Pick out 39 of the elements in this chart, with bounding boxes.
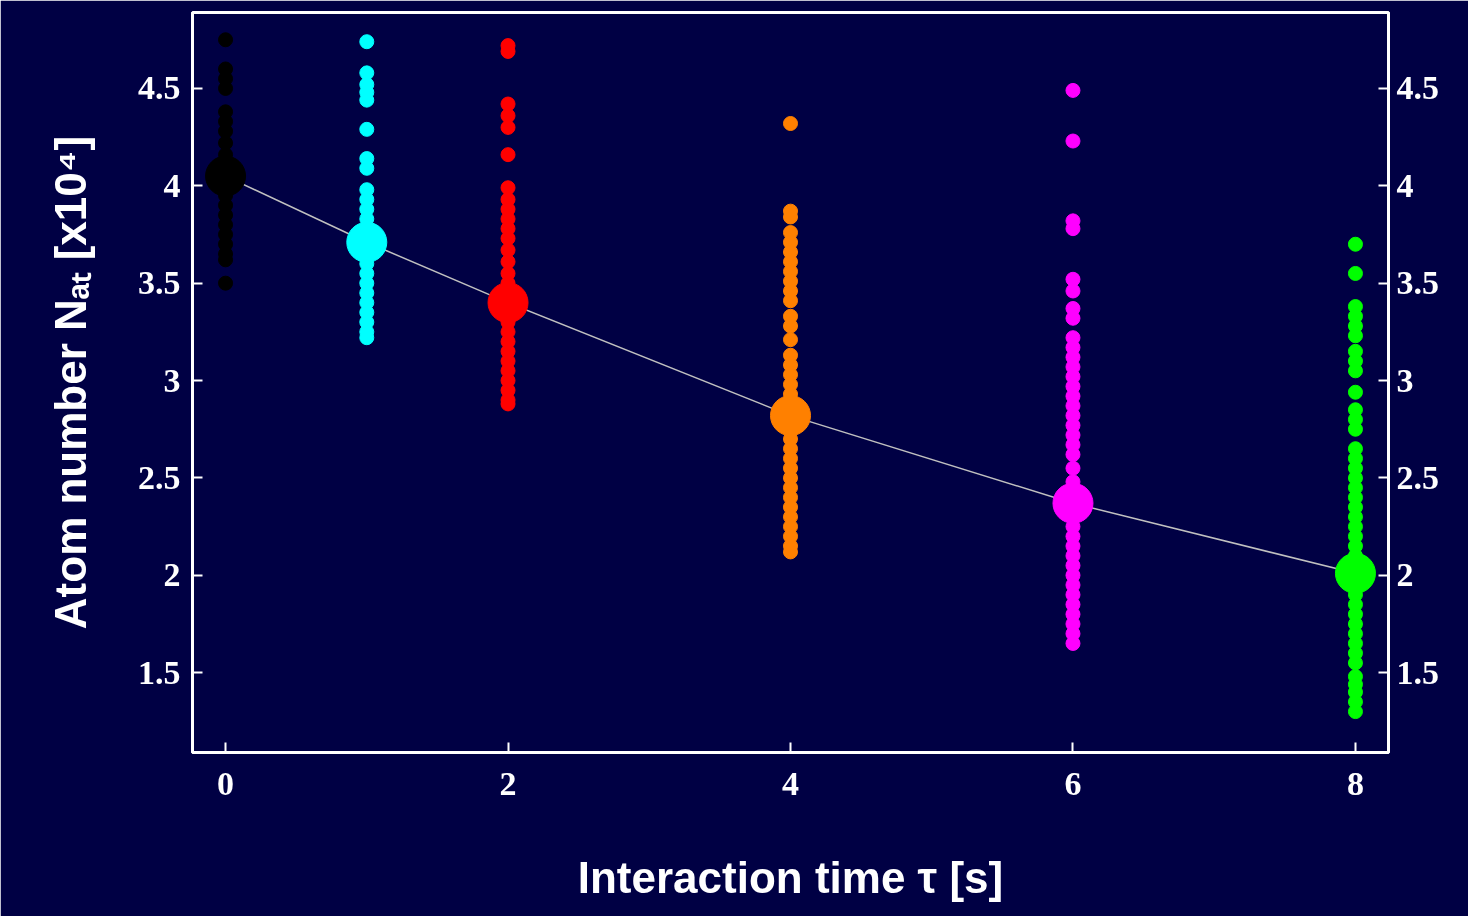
- point: [783, 116, 798, 131]
- x-axis-title: Interaction time τ [s]: [577, 852, 1004, 902]
- point: [218, 32, 234, 48]
- point: [1065, 133, 1081, 149]
- y-tick-label: 2: [163, 556, 181, 594]
- point: [1065, 460, 1081, 476]
- point: [1347, 384, 1363, 400]
- y-tick-label: 2.5: [138, 458, 181, 496]
- y-tick-label: 3.5: [138, 264, 181, 302]
- point: [500, 147, 516, 163]
- y2-tick-label: 2.5: [1396, 458, 1439, 496]
- point: [218, 275, 234, 291]
- point: [1065, 283, 1081, 299]
- y2-tick-label: 1.5: [1396, 653, 1439, 691]
- point: [1347, 704, 1363, 720]
- y2-tick-label: 4.5: [1396, 69, 1439, 107]
- point: [1065, 447, 1081, 463]
- y-axis-title: Atom number Nₐₜ [x10⁴]: [46, 135, 95, 630]
- x-tick-label: 4: [782, 764, 799, 802]
- x-tick-label: 0: [217, 764, 235, 802]
- y-tick-label: 3: [163, 361, 181, 399]
- y2-tick-label: 3.5: [1396, 264, 1439, 302]
- point: [1347, 236, 1363, 252]
- point: [783, 332, 798, 348]
- point: [359, 121, 375, 137]
- point: [783, 293, 798, 309]
- y-tick-label: 1.5: [138, 653, 181, 691]
- point: [500, 119, 516, 135]
- point: [359, 34, 375, 50]
- y-tick-label: 4.5: [138, 69, 181, 107]
- x-tick-label: 8: [1346, 764, 1364, 802]
- y-tick-label: 4: [163, 166, 181, 204]
- x-tick-label: 6: [1064, 764, 1082, 802]
- y2-tick-label: 4: [1396, 166, 1414, 204]
- y2-tick-label: 3: [1396, 361, 1414, 399]
- point: [1065, 82, 1081, 98]
- point: [1347, 265, 1363, 281]
- x-tick-label: 2: [499, 764, 517, 802]
- y2-tick-label: 2: [1396, 556, 1414, 594]
